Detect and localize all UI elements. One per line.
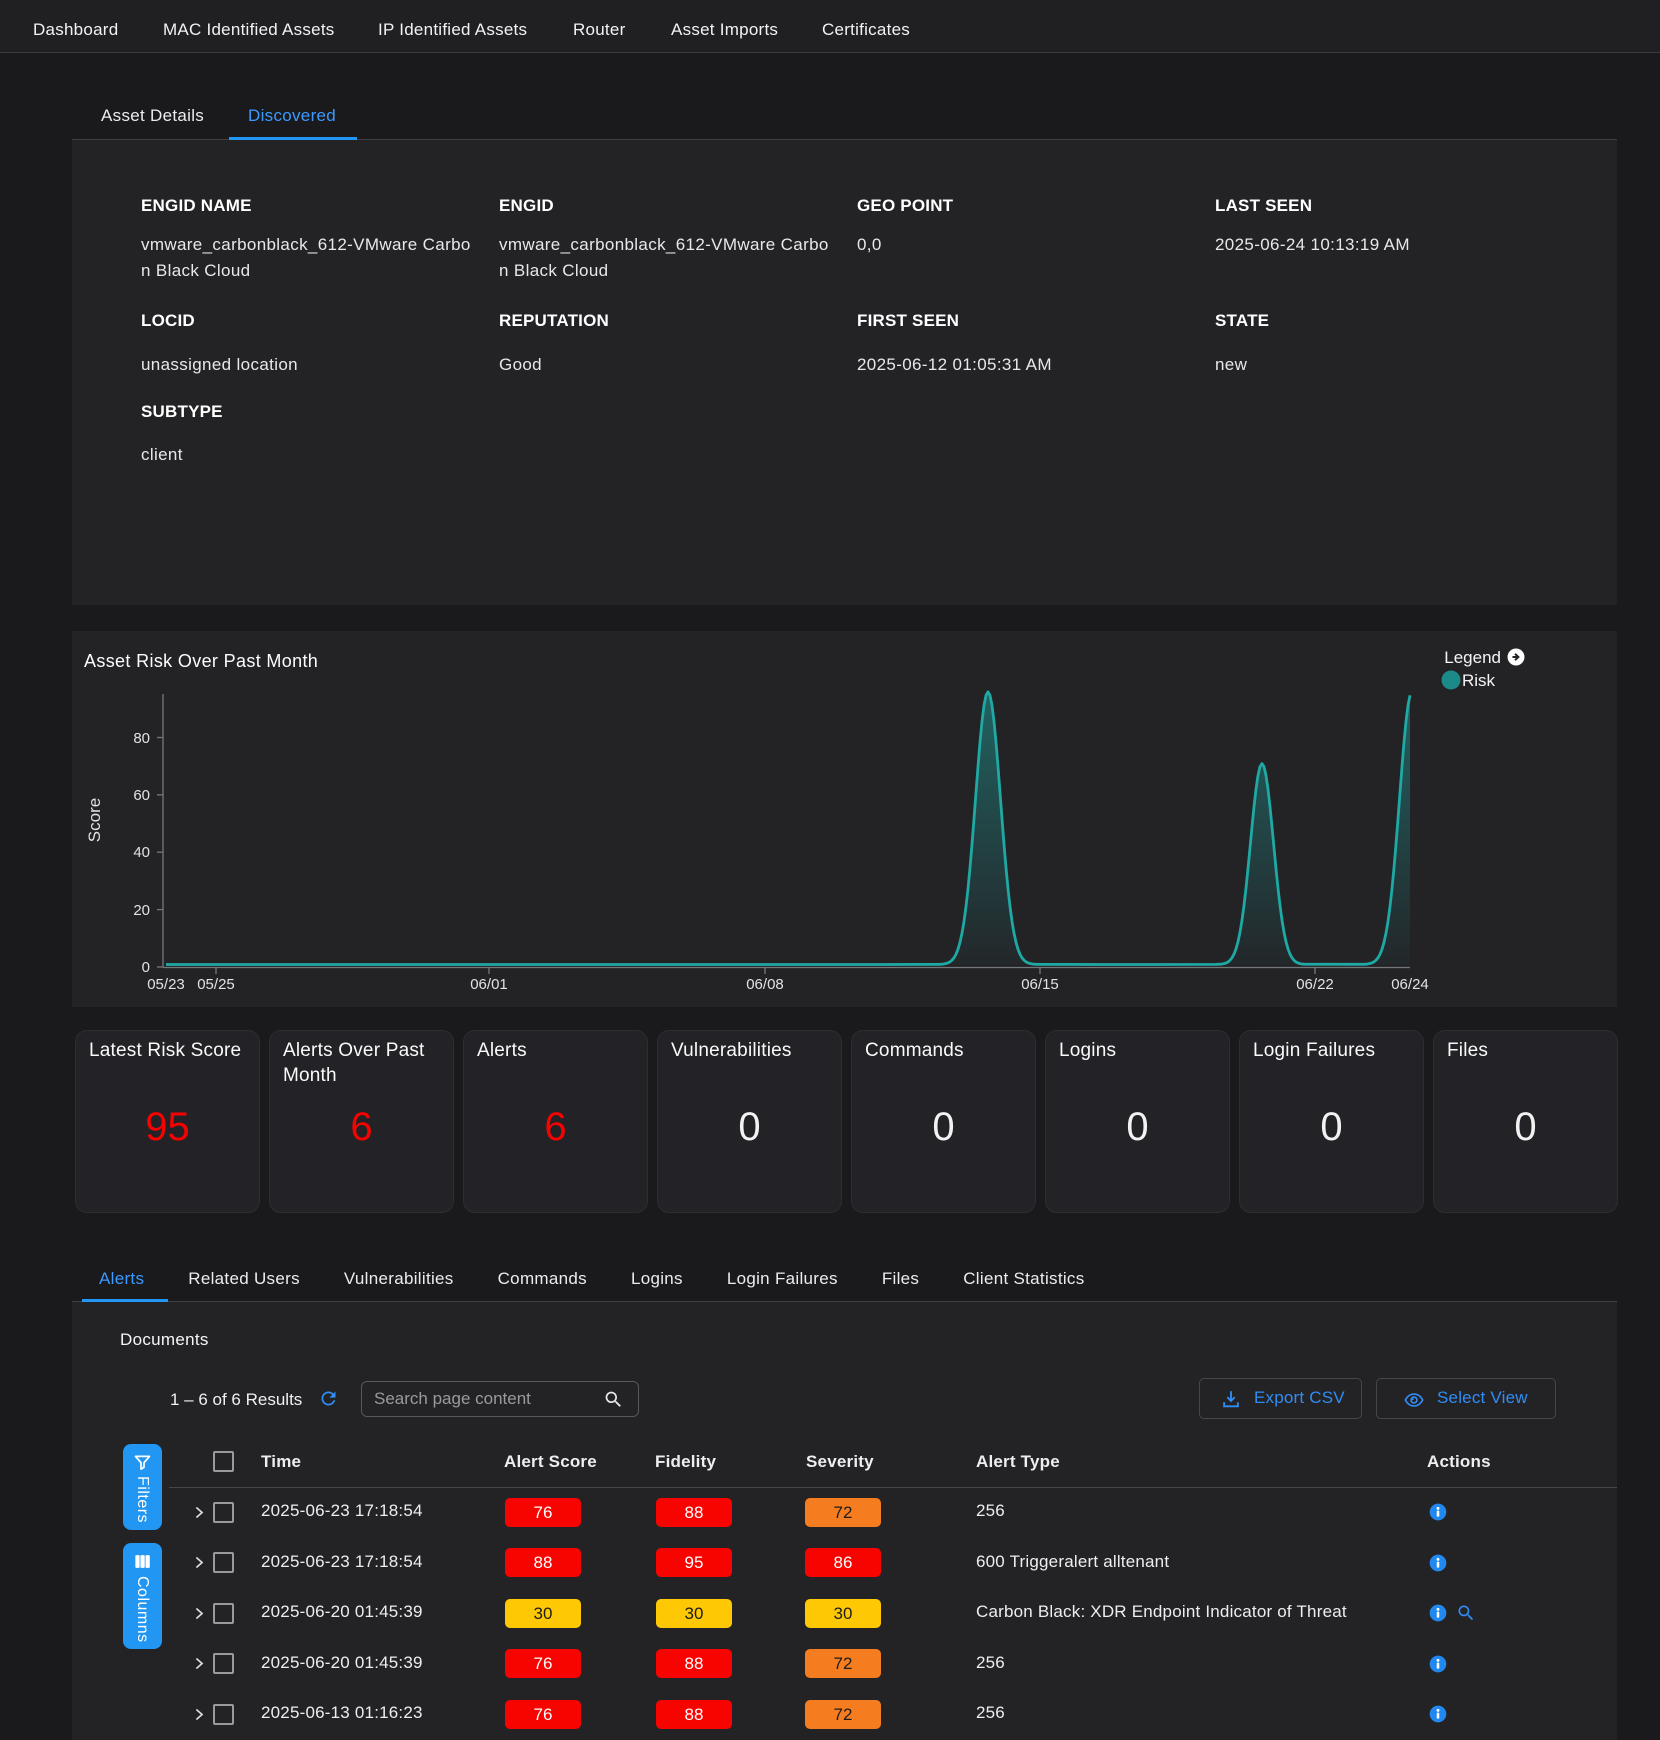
svg-text:06/08: 06/08 [746, 976, 784, 993]
svg-text:0: 0 [142, 959, 150, 976]
svg-text:06/15: 06/15 [1021, 976, 1059, 993]
svg-text:05/25: 05/25 [197, 976, 235, 993]
svg-text:20: 20 [133, 902, 150, 919]
svg-text:05/23: 05/23 [147, 976, 185, 993]
svg-text:40: 40 [133, 844, 150, 861]
svg-text:06/24: 06/24 [1391, 976, 1429, 993]
svg-text:06/01: 06/01 [470, 976, 508, 993]
svg-text:80: 80 [133, 730, 150, 747]
svg-text:60: 60 [133, 787, 150, 804]
svg-text:Risk: Risk [1462, 671, 1496, 690]
svg-text:06/22: 06/22 [1296, 976, 1334, 993]
svg-text:Legend: Legend [1444, 648, 1501, 667]
svg-text:Score: Score [85, 798, 104, 842]
